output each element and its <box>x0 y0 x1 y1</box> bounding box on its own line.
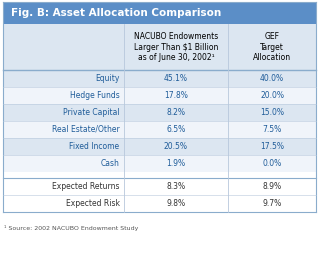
Text: 7.5%: 7.5% <box>263 125 282 134</box>
Text: 40.0%: 40.0% <box>260 74 284 83</box>
Bar <box>3 138 316 155</box>
Text: 8.3%: 8.3% <box>167 182 185 191</box>
Text: 9.7%: 9.7% <box>263 199 282 208</box>
Text: GEF
Target
Allocation: GEF Target Allocation <box>253 32 291 62</box>
Text: 15.0%: 15.0% <box>260 108 284 117</box>
Text: NACUBO Endowments
Larger Than $1 Billion
as of June 30, 2002¹: NACUBO Endowments Larger Than $1 Billion… <box>134 32 218 62</box>
Text: 1.9%: 1.9% <box>167 159 185 168</box>
Text: 8.2%: 8.2% <box>167 108 185 117</box>
Text: 6.5%: 6.5% <box>166 125 186 134</box>
Text: 8.9%: 8.9% <box>263 182 282 191</box>
Text: Expected Risk: Expected Risk <box>65 199 120 208</box>
Bar <box>3 195 316 212</box>
Text: Hedge Funds: Hedge Funds <box>70 91 120 100</box>
Bar <box>3 121 316 138</box>
Bar <box>3 87 316 104</box>
Text: 20.0%: 20.0% <box>260 91 284 100</box>
Text: Private Capital: Private Capital <box>63 108 120 117</box>
Bar <box>3 70 316 87</box>
Text: Expected Returns: Expected Returns <box>52 182 120 191</box>
Text: 20.5%: 20.5% <box>164 142 188 151</box>
Text: Cash: Cash <box>100 159 120 168</box>
Text: 45.1%: 45.1% <box>164 74 188 83</box>
Bar <box>3 178 316 195</box>
Text: Fixed Income: Fixed Income <box>69 142 120 151</box>
Text: ¹ Source: 2002 NACUBO Endowment Study: ¹ Source: 2002 NACUBO Endowment Study <box>4 225 138 231</box>
Text: 0.0%: 0.0% <box>263 159 282 168</box>
Bar <box>3 155 316 172</box>
Bar <box>3 104 316 121</box>
Text: Real Estate/Other: Real Estate/Other <box>52 125 120 134</box>
Text: 9.8%: 9.8% <box>167 199 185 208</box>
Text: 17.5%: 17.5% <box>260 142 284 151</box>
Bar <box>3 2 316 24</box>
Bar <box>3 24 316 70</box>
Text: 17.8%: 17.8% <box>164 91 188 100</box>
Text: Fig. B: Asset Allocation Comparison: Fig. B: Asset Allocation Comparison <box>11 8 221 18</box>
Text: Equity: Equity <box>95 74 120 83</box>
